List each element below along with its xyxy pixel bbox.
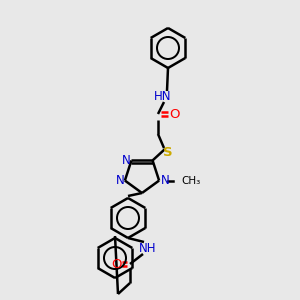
Text: HN: HN: [154, 89, 172, 103]
Text: O: O: [169, 107, 179, 121]
Text: O: O: [111, 257, 121, 271]
Text: S: S: [163, 146, 173, 158]
Text: N: N: [122, 154, 131, 167]
Text: NH: NH: [139, 242, 157, 254]
Text: N: N: [161, 174, 170, 187]
Text: CH₃: CH₃: [181, 176, 200, 186]
Text: N: N: [116, 174, 124, 187]
